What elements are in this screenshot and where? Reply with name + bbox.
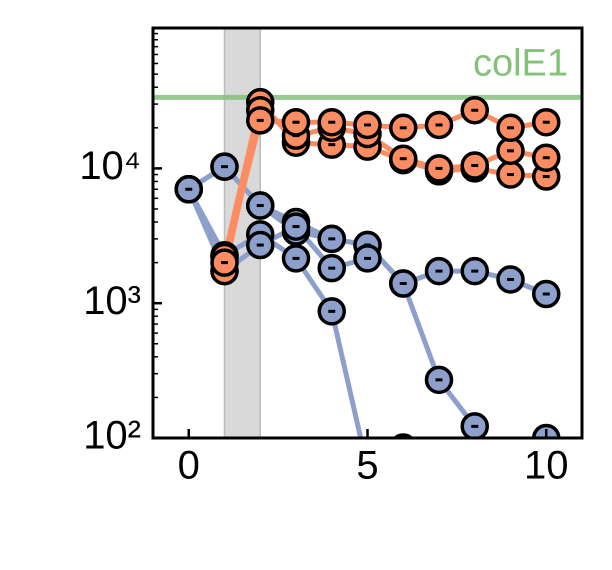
x-tick-label: 5 bbox=[356, 444, 378, 488]
plot-area bbox=[174, 87, 561, 438]
y-tick-label: 10² bbox=[83, 414, 141, 458]
y-tick-label: 10³ bbox=[83, 279, 141, 323]
x-tick-label: 10 bbox=[524, 444, 569, 488]
x-tick-label: 0 bbox=[178, 444, 200, 488]
series-line bbox=[222, 107, 547, 264]
axes: colE1 10² 10³ 10⁴ 0 5 10 bbox=[79, 26, 584, 488]
reference-label: colE1 bbox=[473, 42, 568, 84]
y-tick-label: 10⁴ bbox=[79, 144, 141, 188]
